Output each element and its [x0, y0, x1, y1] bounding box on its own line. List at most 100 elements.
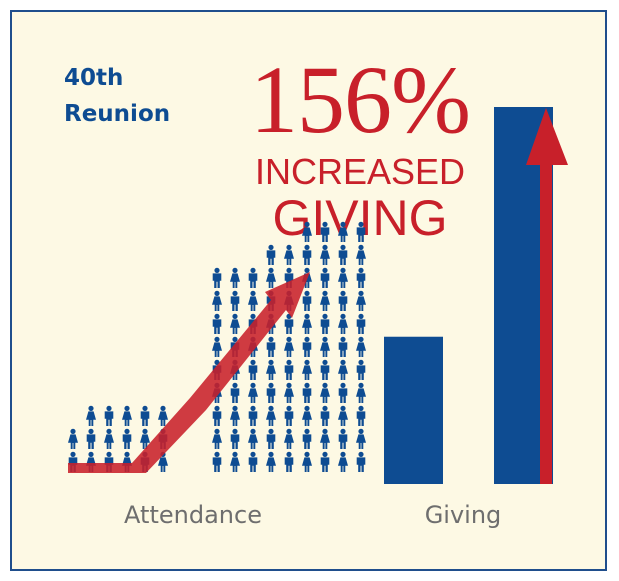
attendee-icon: [338, 359, 348, 380]
attendee-icon: [356, 405, 366, 426]
attendee-icon: [320, 428, 330, 449]
attendee-icon: [86, 428, 96, 449]
attendee-icon: [230, 405, 240, 426]
attendee-icon: [86, 405, 96, 426]
attendee-icon: [356, 313, 366, 334]
attendee-icon: [284, 244, 294, 265]
attendee-icon: [356, 382, 366, 403]
giving-trend-arrow: [526, 108, 568, 484]
attendee-icon: [68, 428, 78, 449]
attendee-icon: [284, 336, 294, 357]
attendee-icon: [320, 451, 330, 472]
attendance-trend-arrow: [68, 272, 310, 473]
attendee-icon: [356, 359, 366, 380]
attendee-icon: [266, 451, 276, 472]
attendee-icon: [212, 405, 222, 426]
attendee-icon: [266, 405, 276, 426]
attendee-icon: [284, 405, 294, 426]
attendee-icon: [266, 267, 276, 288]
attendee-icon: [212, 428, 222, 449]
attendee-icon: [212, 336, 222, 357]
attendee-icon: [248, 451, 258, 472]
attendee-icon: [266, 244, 276, 265]
attendee-icon: [230, 313, 240, 334]
attendee-icon: [158, 405, 168, 426]
attendee-icon: [302, 244, 312, 265]
reunion-line-2: Reunion: [64, 101, 171, 127]
attendee-icon: [248, 290, 258, 311]
attendee-icon: [284, 428, 294, 449]
attendee-icon: [320, 359, 330, 380]
attendee-icon: [212, 313, 222, 334]
attendee-icon: [104, 405, 114, 426]
attendee-icon: [212, 267, 222, 288]
attendee-icon: [302, 221, 312, 242]
attendee-icon: [302, 359, 312, 380]
attendee-icon: [338, 221, 348, 242]
attendee-icon: [356, 428, 366, 449]
attendee-icon: [302, 451, 312, 472]
attendee-icon: [338, 451, 348, 472]
attendee-icon: [320, 267, 330, 288]
attendee-icon: [356, 336, 366, 357]
attendee-icon: [248, 382, 258, 403]
attendee-icon: [356, 244, 366, 265]
attendee-icon: [320, 336, 330, 357]
attendee-icon: [338, 313, 348, 334]
attendee-icon: [122, 405, 132, 426]
attendee-icon: [248, 405, 258, 426]
attendee-icon: [230, 451, 240, 472]
attendee-icon: [356, 451, 366, 472]
reunion-title: 40th Reunion: [64, 60, 214, 132]
attendee-icon: [212, 290, 222, 311]
attendee-icon: [140, 405, 150, 426]
giving-bar-before: [384, 336, 443, 484]
attendee-icon: [320, 313, 330, 334]
attendee-icon: [248, 428, 258, 449]
attendee-icon: [338, 428, 348, 449]
attendee-icon: [266, 428, 276, 449]
attendee-icon: [302, 382, 312, 403]
attendee-icon: [320, 221, 330, 242]
category-label-attendance: Attendance: [124, 501, 262, 529]
attendee-icon: [320, 382, 330, 403]
attendee-icon: [320, 244, 330, 265]
attendee-icon: [302, 313, 312, 334]
attendee-icon: [122, 428, 132, 449]
attendee-icon: [284, 382, 294, 403]
attendee-icon: [212, 451, 222, 472]
headline-increased: INCREASED: [254, 151, 466, 192]
attendance-people: [68, 221, 366, 472]
attendee-icon: [356, 221, 366, 242]
attendee-icon: [302, 428, 312, 449]
attendee-icon: [266, 336, 276, 357]
attendee-icon: [338, 267, 348, 288]
attendee-icon: [302, 290, 312, 311]
attendee-icon: [338, 244, 348, 265]
attendee-icon: [338, 382, 348, 403]
attendee-icon: [284, 359, 294, 380]
attendee-icon: [248, 359, 258, 380]
reunion-line-1: 40th: [64, 65, 124, 91]
attendee-icon: [338, 290, 348, 311]
attendee-icon: [320, 290, 330, 311]
attendee-icon: [338, 405, 348, 426]
attendee-icon: [284, 451, 294, 472]
attendee-icon: [230, 382, 240, 403]
attendee-icon: [356, 290, 366, 311]
attendee-icon: [230, 290, 240, 311]
attendee-icon: [104, 428, 114, 449]
attendee-icon: [248, 267, 258, 288]
attendee-icon: [302, 336, 312, 357]
category-label-giving: Giving: [425, 501, 502, 529]
attendee-icon: [230, 267, 240, 288]
attendee-icon: [338, 336, 348, 357]
attendee-icon: [320, 405, 330, 426]
attendee-icon: [266, 382, 276, 403]
percent-increase: 156%: [250, 46, 471, 153]
attendee-icon: [230, 428, 240, 449]
attendee-icon: [302, 405, 312, 426]
attendee-icon: [266, 359, 276, 380]
attendee-icon: [356, 267, 366, 288]
